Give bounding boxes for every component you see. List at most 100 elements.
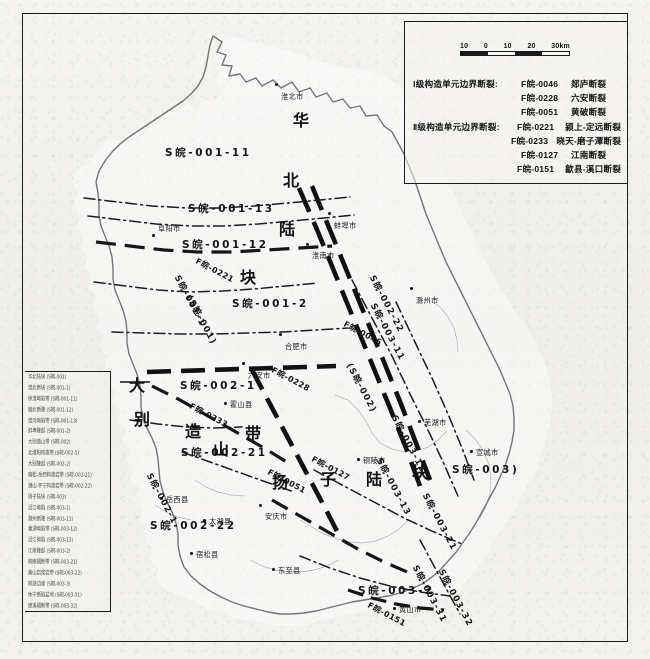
left-legend-row: 徐淮坳陷带 (S皖-001-11) bbox=[28, 396, 78, 403]
legend-box: 10 0 10 20 30km Ⅰ级构造单元边界断裂: F皖-0046 郯庐断裂… bbox=[404, 21, 628, 184]
legend-name: 江南断裂 bbox=[571, 149, 607, 160]
scale-bar-ticks: 10 0 10 20 30km bbox=[460, 43, 570, 50]
left-legend-row: 绩溪褶断带 (S皖-003-32) bbox=[28, 603, 78, 610]
city-dot bbox=[393, 607, 397, 611]
legend-row: Ⅰ级构造单元边界断裂: F皖-0046 郯庐断裂 bbox=[413, 78, 621, 92]
unit-code-label: S皖-002-1 bbox=[180, 380, 257, 392]
city-label: 东至县 bbox=[278, 566, 301, 575]
city-dot bbox=[306, 243, 310, 247]
left-legend-row: 沿江拗陷 (S皖-003-13) bbox=[28, 538, 74, 545]
city-label: 霍山县 bbox=[230, 400, 253, 409]
legend-code: F皖-0127 bbox=[521, 149, 559, 160]
unit-code-label: S皖-001-11 bbox=[165, 147, 252, 159]
legend-category: Ⅰ级构造单元边界断裂: bbox=[413, 79, 498, 89]
legend-row: F皖-0051 黄破断裂 bbox=[413, 106, 621, 120]
legend-code: F皖-0233 bbox=[511, 135, 549, 146]
unit-code-label: S皖-003) bbox=[452, 464, 520, 476]
city-label: 阜阳市 bbox=[158, 224, 181, 233]
legend-name: 晓天-磨子潭断裂 bbox=[556, 135, 621, 146]
legend-row: F皖-0233 晓天-磨子潭断裂 bbox=[413, 135, 621, 149]
region-name-label: 块 bbox=[240, 268, 257, 287]
region-name-label: 别 bbox=[134, 410, 151, 429]
left-legend-row: 淮河坳陷带 (S皖-001-13) bbox=[28, 418, 78, 425]
legend-code: F皖-0151 bbox=[517, 164, 555, 175]
city-label: 淮南市 bbox=[312, 251, 335, 260]
scale-tick: 10 bbox=[503, 43, 512, 50]
map-frame bbox=[22, 13, 628, 642]
city-label: 滁州市 bbox=[416, 296, 439, 305]
left-legend-row: 北淮阳构造带 (S皖-002-1) bbox=[28, 450, 79, 458]
city-dot bbox=[259, 504, 263, 508]
left-legend-row: 淮北断块 (S皖-001-1) bbox=[28, 385, 71, 392]
city-dot bbox=[328, 212, 332, 216]
legend-name: 黄破断裂 bbox=[571, 107, 607, 118]
city-dot bbox=[470, 450, 474, 454]
legend-row: F皖-0228 六安断裂 bbox=[413, 92, 621, 106]
left-legend-row: 蚌埠隆起 (S皖-001-2) bbox=[28, 429, 71, 436]
region-name-label: 子 bbox=[320, 470, 337, 489]
legend-row: F皖-0127 江南断裂 bbox=[413, 149, 621, 163]
city-dot bbox=[152, 234, 156, 238]
left-legend-row: 江南隆起 (S皖-003-2) bbox=[28, 549, 71, 556]
city-label: 岳西县 bbox=[166, 495, 189, 504]
legend-name: 六安断裂 bbox=[571, 93, 607, 104]
scale-bar-rule bbox=[460, 51, 570, 56]
city-label: 铜陵市 bbox=[363, 456, 386, 465]
legend-name: 歙县-溪口断裂 bbox=[565, 164, 621, 175]
city-label: 黄山市 bbox=[399, 605, 422, 614]
left-legend-row: 大别造山带 (S皖-002) bbox=[28, 440, 71, 447]
legend-row: F皖-0151 歙县-溪口断裂 bbox=[413, 163, 621, 177]
legend-name: 颍上-定远断裂 bbox=[565, 121, 621, 132]
city-label: 安庆市 bbox=[265, 512, 288, 521]
region-name-label: 北 bbox=[283, 171, 300, 190]
city-label: 蚌埠市 bbox=[334, 221, 357, 230]
legend-category: Ⅱ级构造单元边界断裂: bbox=[413, 121, 500, 132]
legend-entries: Ⅰ级构造单元边界断裂: F皖-0046 郯庐断裂 F皖-0228 六安断裂 F皖… bbox=[413, 78, 621, 177]
left-legend-row: 宿北断隆 (S皖-001-12) bbox=[28, 407, 74, 414]
region-name-label: 带 bbox=[245, 424, 262, 443]
scale-tick: 0 bbox=[483, 43, 488, 50]
city-label: 太湖县 bbox=[209, 517, 232, 526]
region-name-label: 华 bbox=[293, 111, 310, 130]
unit-code-label: S皖-001-2 bbox=[232, 298, 309, 310]
left-legend-row: 沿江坳陷 (S皖-003-1) bbox=[28, 505, 71, 512]
city-dot bbox=[190, 552, 194, 556]
unit-code-label: S皖-001-13 bbox=[188, 203, 275, 215]
region-name-label: 山 bbox=[213, 440, 230, 459]
scale-tick: 30km bbox=[551, 43, 570, 50]
legend-name: 郯庐断裂 bbox=[571, 79, 607, 89]
city-label: 合肥市 bbox=[285, 342, 308, 351]
city-dot bbox=[272, 568, 276, 572]
scale-tick: 10 bbox=[460, 43, 469, 50]
legend-code: F皖-0051 bbox=[521, 107, 559, 118]
region-name-label: 大 bbox=[129, 376, 146, 395]
city-label: 芜湖市 bbox=[424, 418, 447, 427]
city-dot bbox=[279, 333, 283, 337]
left-legend-block: 华北陆块 (S皖-001) 淮北断块 (S皖-001-1) 徐淮坳陷带 (S皖-00… bbox=[25, 371, 111, 612]
unit-code-label: S皖-003-2 bbox=[358, 585, 435, 597]
city-dot bbox=[410, 287, 414, 291]
city-label: 宿松县 bbox=[196, 550, 219, 559]
region-name-label: 陆 bbox=[366, 470, 383, 489]
left-legend-row: 巢湖坳陷带 (S皖-003-12) bbox=[28, 527, 78, 534]
city-dot bbox=[160, 497, 164, 501]
city-dot bbox=[224, 402, 228, 406]
region-name-label: 造 bbox=[185, 422, 202, 441]
city-label: 宣城市 bbox=[476, 448, 499, 457]
left-legend-row: 滁州断隆 (S皖-003-11) bbox=[28, 516, 74, 523]
left-legend-row: 大别隆起 (S皖-002-2) bbox=[28, 461, 71, 469]
scale-tick: 20 bbox=[527, 43, 536, 50]
city-dot bbox=[275, 83, 279, 87]
left-legend-row: 皖南褶断带 (S皖-003-21) bbox=[28, 559, 78, 567]
unit-code-label: S皖-001-12 bbox=[182, 239, 269, 251]
unit-code-label: S皖-002-21 bbox=[181, 447, 268, 459]
left-legend-row: 潜山-怀宁构造岩带 (S皖-002-22) bbox=[28, 483, 92, 490]
left-legend-row: 华北陆块 (S皖-001) bbox=[28, 374, 67, 381]
left-legend-row: 休宁断陷盆地 (S皖-003-31) bbox=[28, 592, 82, 599]
scale-bar: 10 0 10 20 30km bbox=[460, 43, 570, 56]
city-dot bbox=[357, 458, 361, 462]
left-legend-row: 黄山岩浆岩带 (S皖-003-22) bbox=[28, 570, 82, 578]
region-name-label: 陆 bbox=[279, 220, 296, 239]
city-label: 六安市 bbox=[248, 371, 271, 380]
city-dot bbox=[203, 519, 207, 523]
